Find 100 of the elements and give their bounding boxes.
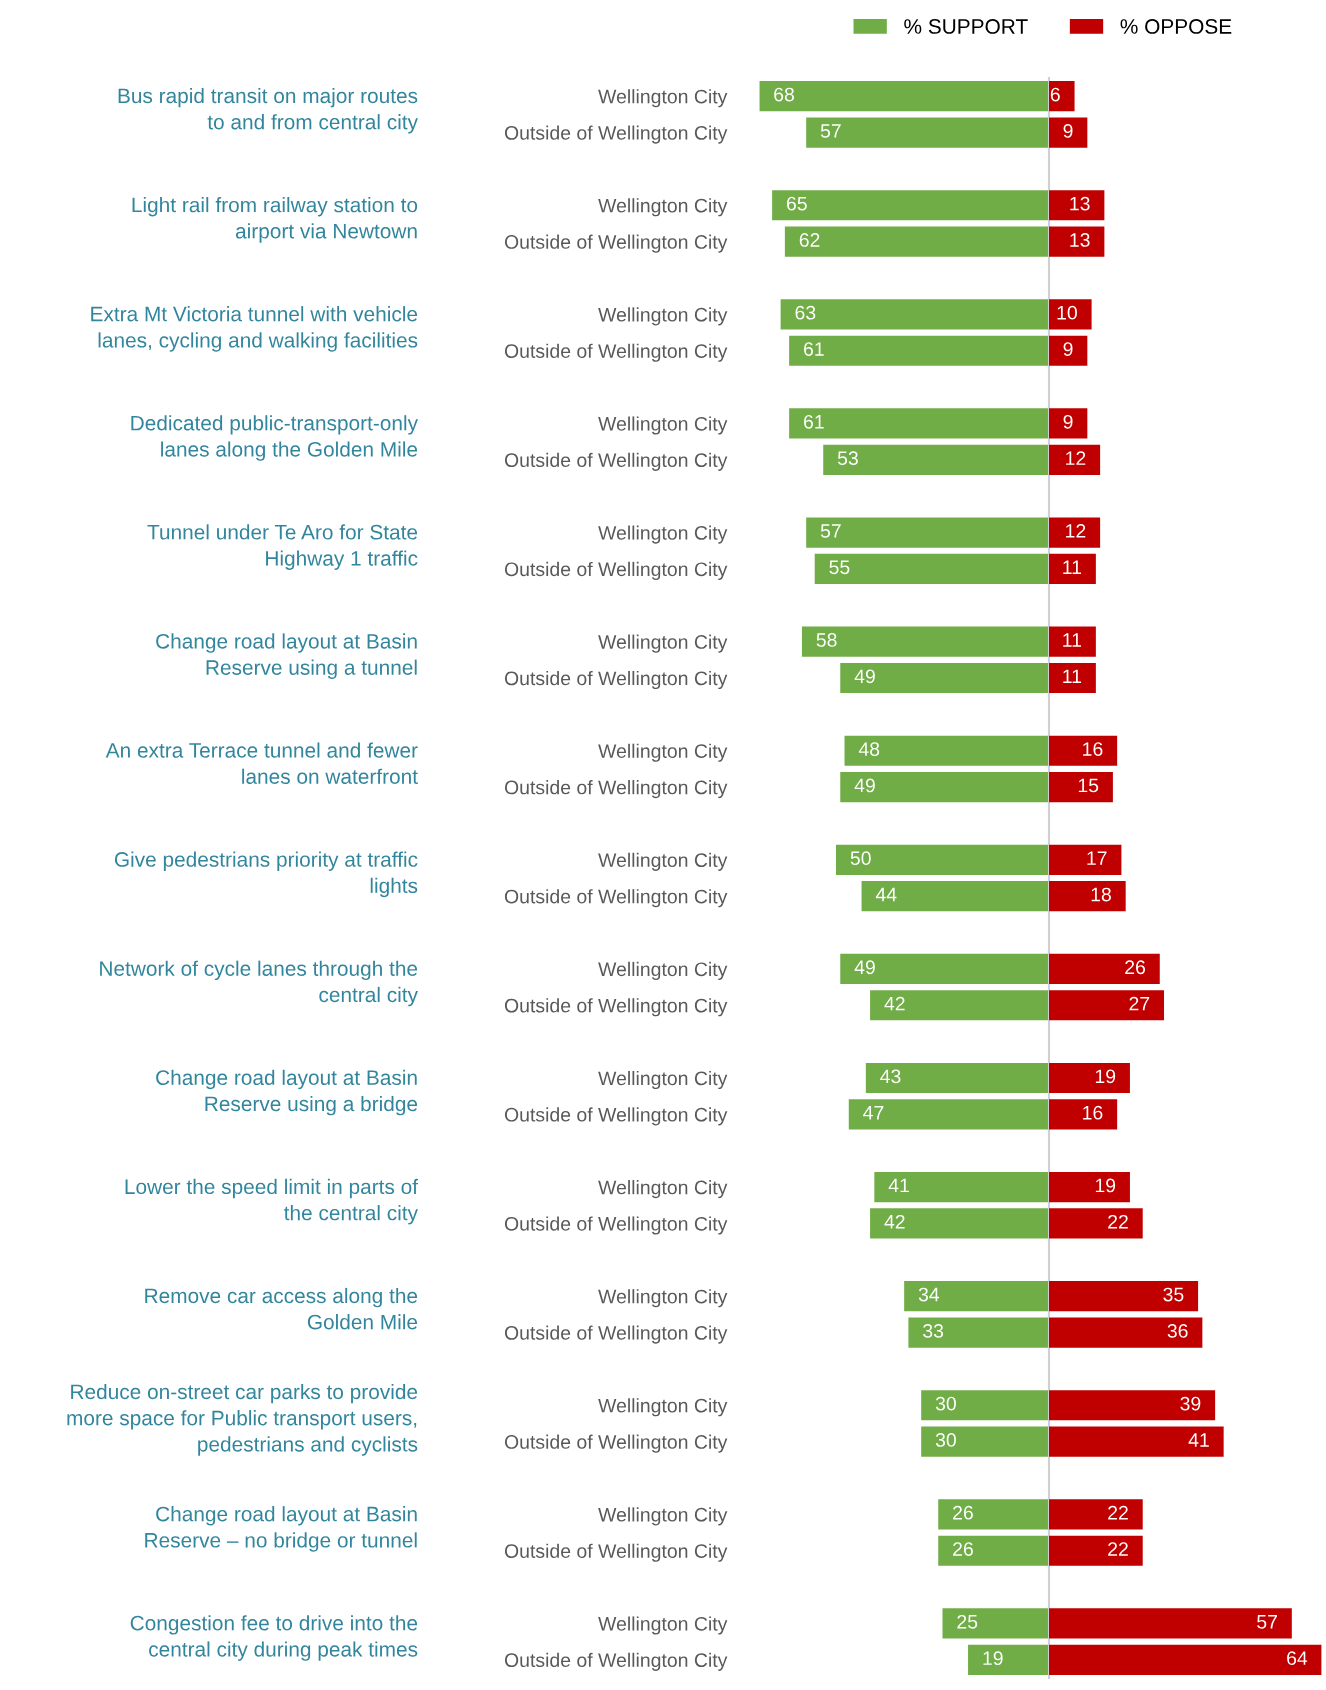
data-label: 39 (1180, 1396, 1201, 1411)
data-label: 68 (774, 87, 794, 102)
data-label: 22 (1108, 1542, 1128, 1556)
bar (1049, 299, 1092, 330)
y-tick-label: Outside of Wellington City (504, 670, 728, 690)
data-label: 11 (1063, 633, 1082, 647)
y-tick-label: Outside of Wellington City (504, 780, 728, 799)
y-tick-label: Wellington City (598, 961, 728, 980)
text: Reduce on-street car parks to provide more space for Public transport users, pedestrians and cyclists (67, 1383, 418, 1456)
data-label: 12 (1066, 524, 1086, 538)
bar (1049, 226, 1105, 257)
bar (1049, 517, 1101, 548)
data-label: 47 (863, 1106, 884, 1120)
bar (1049, 117, 1088, 148)
y-tick-label: Outside of Wellington City (504, 561, 728, 580)
text: An extra Terrace tunnel and fewer lanes on waterfront (105, 742, 418, 784)
data-label: 16 (1083, 1105, 1103, 1120)
bar (1049, 408, 1088, 439)
y-tick-label: Outside of Wellington City (504, 1325, 728, 1344)
y-tick-label: Wellington City (598, 198, 728, 217)
bar (968, 1644, 1049, 1675)
data-label: 22 (1108, 1214, 1128, 1229)
data-label: 26 (1125, 960, 1146, 975)
y-tick-label: Outside of Wellington City (504, 343, 728, 362)
bar (1049, 81, 1075, 112)
data-label: 61 (804, 342, 824, 356)
y-tick-label: Wellington City (598, 1507, 728, 1526)
y-tick-label: Outside of Wellington City (504, 234, 728, 253)
data-label: 19 (983, 1651, 1003, 1666)
data-label: 9 (1063, 124, 1073, 138)
data-label: 18 (1091, 887, 1111, 902)
data-label: 19 (1095, 1178, 1116, 1193)
data-label: 10 (1057, 305, 1077, 320)
y-tick-label: Wellington City (598, 307, 728, 326)
y-tick-label: Wellington City (598, 852, 728, 871)
y-tick-label: Wellington City (598, 1616, 728, 1635)
data-label: 11 (1063, 669, 1082, 684)
data-label: 30 (935, 1396, 956, 1411)
y-tick-label: Outside of Wellington City (504, 452, 728, 471)
legend-label: % OPPOSE (1120, 19, 1232, 34)
data-label: 57 (820, 124, 841, 138)
data-label: 13 (1070, 196, 1090, 211)
text: Change road layout at Basin Reserve using a bridge (156, 1069, 418, 1116)
data-label: 6 (1050, 87, 1060, 102)
y-tick-label: Wellington City (598, 89, 728, 108)
data-label: 22 (1108, 1505, 1128, 1520)
bar (1049, 626, 1096, 657)
data-label: 26 (953, 1505, 973, 1520)
text: Give pedestrians priority at traffic lights (114, 851, 418, 898)
data-label: 35 (1163, 1287, 1184, 1302)
text: Extra Mt Victoria tunnel with vehicle lanes, cycling and walking facilities (91, 306, 418, 352)
data-label: 12 (1066, 451, 1086, 465)
y-tick-label: Wellington City (598, 1180, 728, 1199)
data-label: 63 (795, 305, 816, 320)
text: Lower the speed limit in parts of the central city (125, 1178, 419, 1225)
data-label: 61 (804, 414, 824, 429)
data-label: 49 (854, 960, 875, 975)
data-label: 43 (880, 1069, 901, 1084)
data-label: 36 (1167, 1324, 1188, 1338)
bar (1049, 444, 1101, 475)
text: Change road layout at Basin Reserve using a tunnel (156, 633, 417, 679)
data-label: 49 (854, 669, 875, 684)
data-label: 62 (799, 233, 820, 247)
text: Tunnel under Te Aro for State Highway 1 traffic (147, 524, 418, 570)
y-tick-label: Outside of Wellington City (504, 125, 728, 144)
text: Network of cycle lanes through the central city (100, 960, 418, 1007)
data-label: 9 (1063, 414, 1073, 429)
text: Congestion fee to drive into the central city during peak times (130, 1615, 418, 1661)
data-label: 44 (875, 887, 897, 902)
data-label: 27 (1129, 996, 1150, 1011)
bar (1049, 662, 1096, 694)
data-label: 55 (829, 560, 850, 575)
y-tick-label: Outside of Wellington City (504, 1216, 728, 1235)
data-label: 58 (816, 633, 837, 647)
y-tick-label: Outside of Wellington City (504, 1543, 728, 1562)
bar (1049, 553, 1096, 584)
bar (1049, 772, 1113, 803)
text: Bus rapid transit on major routes to and from central city (118, 87, 418, 134)
y-tick-label: Wellington City (598, 1289, 728, 1308)
y-tick-label: Wellington City (598, 525, 728, 544)
data-label: 33 (923, 1324, 944, 1338)
data-label: 48 (858, 742, 880, 756)
data-label: 57 (1257, 1615, 1277, 1629)
data-label: 17 (1087, 851, 1107, 865)
legend-label: % SUPPORT (904, 19, 1028, 34)
text: Remove car access along the Golden Mile (145, 1287, 418, 1330)
y-tick-label: Outside of Wellington City (504, 1652, 728, 1671)
data-label: 42 (884, 996, 905, 1011)
data-label: 57 (820, 524, 841, 538)
y-tick-label: Outside of Wellington City (504, 998, 728, 1017)
data-label: 15 (1078, 778, 1099, 793)
data-label: 19 (1095, 1069, 1116, 1084)
y-tick-label: Wellington City (598, 634, 728, 653)
data-label: 16 (1083, 742, 1103, 756)
y-tick-label: Wellington City (598, 1398, 728, 1417)
data-label: 41 (888, 1178, 909, 1193)
text: Dedicated public-transport-only lanes along the Golden Mile (131, 415, 418, 461)
y-tick-label: Wellington City (598, 1070, 728, 1090)
data-label: 49 (854, 778, 875, 793)
bar (1049, 190, 1105, 221)
